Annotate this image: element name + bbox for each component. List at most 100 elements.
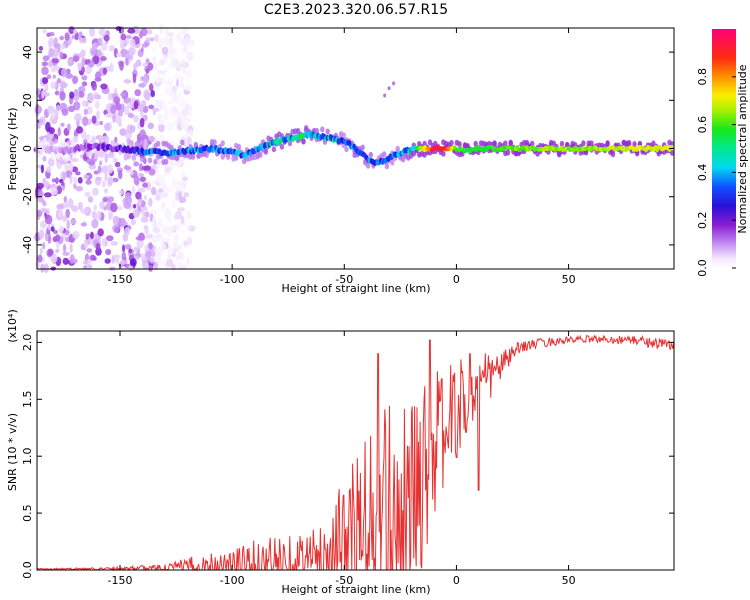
spectrogram-noise-cell bbox=[104, 113, 113, 118]
spectrogram-noise-cell bbox=[164, 171, 168, 177]
spectrogram-halo-cell bbox=[422, 140, 427, 147]
spectrogram-feature-cell bbox=[383, 93, 387, 98]
spectrogram-halo-cell bbox=[42, 137, 48, 144]
spectrogram-halo-cell bbox=[91, 137, 96, 144]
spectrogram-noise-cell bbox=[171, 107, 175, 118]
spectrogram-noise-cell bbox=[63, 196, 67, 203]
spectrogram-noise-cell bbox=[67, 105, 76, 113]
spectrogram-noise-cell bbox=[120, 103, 125, 113]
spectrogram-halo-cell bbox=[360, 144, 365, 151]
spectrogram-noise-cell bbox=[59, 51, 64, 60]
spectrogram-noise-cell bbox=[166, 258, 174, 268]
spectrogram-noise-cell bbox=[101, 165, 109, 174]
spectrogram-noise-cell bbox=[97, 228, 104, 237]
spectrogram-halo-cell bbox=[37, 153, 42, 160]
spectrogram-noise-cell bbox=[70, 219, 76, 225]
spectrogram-noise-cell bbox=[129, 38, 136, 48]
colorbar-gradient bbox=[712, 29, 736, 268]
spectrogram-noise-cell bbox=[145, 250, 152, 258]
spectrogram-noise-cell bbox=[59, 35, 64, 41]
spectrogram-noise-cell bbox=[62, 171, 66, 181]
spectrogram-noise-cell bbox=[99, 160, 103, 166]
spectrogram-noise-cell bbox=[119, 61, 124, 71]
spectrogram-noise-cell bbox=[184, 192, 190, 198]
spectrogram-noise-cell bbox=[184, 36, 191, 42]
spectrogram-noise-cell bbox=[152, 55, 157, 63]
spectrogram-halo-cell bbox=[139, 140, 145, 146]
spectrogram-noise-cell bbox=[175, 254, 179, 262]
spectrogram-noise-cell bbox=[142, 62, 149, 67]
spectrogram-noise-cell bbox=[160, 242, 167, 252]
spectrogram-noise-cell bbox=[40, 265, 46, 271]
spectrogram-noise-cell bbox=[128, 47, 135, 57]
spectrogram-noise-cell bbox=[150, 90, 155, 98]
spectrogram-noise-cell bbox=[115, 116, 122, 124]
spectrogram-halo-cell bbox=[344, 146, 349, 153]
snr-y-tick-label: 1.5 bbox=[21, 391, 34, 409]
spectrogram-noise-cell bbox=[87, 93, 95, 103]
spectrogram-halo-cell bbox=[390, 159, 395, 166]
spectrogram-noise-cell bbox=[85, 179, 92, 185]
colorbar-label: Normalized spectral amplitude bbox=[736, 64, 749, 233]
spectrogram-noise-cell bbox=[165, 207, 170, 214]
spectrogram-noise-cell bbox=[76, 126, 83, 134]
spectrogram-noise-cell bbox=[95, 176, 102, 181]
spectrogram-panel: -150 -100 -50 0 50 -40 -20 0 20 40 Height of stra… bbox=[6, 24, 675, 295]
spectrogram-noise-cell bbox=[180, 228, 186, 234]
spectrogram-noise-cell bbox=[83, 238, 89, 249]
spectrogram-noise-cell bbox=[171, 93, 179, 104]
spectrogram-x-tick-label: 50 bbox=[562, 273, 576, 286]
spectrogram-noise-cell bbox=[57, 127, 61, 137]
spectrogram-noise-cell bbox=[164, 86, 171, 92]
spectrogram-noise-cell bbox=[69, 174, 73, 184]
spectrogram-noise-cell bbox=[37, 254, 43, 263]
spectrogram-noise-cell bbox=[93, 42, 98, 47]
spectrogram-halo-cell bbox=[508, 139, 513, 146]
spectrogram-noise-cell bbox=[42, 242, 46, 250]
spectrogram-noise-cell bbox=[104, 153, 108, 164]
spectrogram-noise-cell bbox=[158, 77, 162, 82]
spectrogram-noise-cell bbox=[124, 226, 130, 236]
spectrogram-noise-cell bbox=[78, 31, 83, 37]
spectrogram-noise-cell bbox=[115, 26, 122, 32]
colorbar: 0.0 0.2 0.4 0.6 0.8 Normalized spectral ampl… bbox=[696, 29, 749, 277]
spectrogram-noise-cell bbox=[81, 57, 86, 68]
spectrogram-noise-cell bbox=[47, 235, 52, 244]
spectrogram-noise-cell bbox=[112, 114, 116, 123]
spectrogram-noise-cell bbox=[186, 51, 194, 62]
spectrogram-noise-cell bbox=[48, 47, 54, 58]
spectrogram-noise-cell bbox=[43, 192, 52, 198]
spectrogram-noise-cell bbox=[44, 180, 50, 189]
spectrogram-noise-cell bbox=[89, 254, 96, 261]
spectrogram-noise-cell bbox=[166, 78, 174, 87]
spectrogram-noise-cell bbox=[139, 110, 144, 118]
spectrogram-noise-cell bbox=[178, 97, 185, 108]
spectrogram-noise-cell bbox=[120, 33, 127, 41]
spectrogram-noise-cell bbox=[137, 187, 146, 193]
spectrogram-noise-cell bbox=[124, 132, 133, 139]
spectrogram-noise-cell bbox=[89, 27, 96, 37]
spectrogram-noise-cell bbox=[95, 242, 101, 252]
spectrogram-noise-cell bbox=[43, 263, 49, 274]
spectrogram-noise-cell bbox=[107, 176, 114, 186]
snr-scale-label: (x10⁴) bbox=[6, 309, 19, 343]
spectrogram-noise-cell bbox=[180, 77, 184, 85]
spectrogram-noise-cell bbox=[103, 34, 110, 42]
spectrogram-halo-cell bbox=[164, 158, 169, 165]
spectrogram-x-tick-label: -150 bbox=[108, 273, 133, 286]
spectrogram-noise-cell bbox=[148, 242, 153, 250]
spectrogram-noise-cell bbox=[178, 179, 185, 186]
spectrogram-noise-cell bbox=[142, 206, 148, 211]
spectrogram-halo-cell bbox=[204, 151, 209, 158]
spectrogram-noise-cell bbox=[176, 91, 182, 98]
spectrogram-noise-cell bbox=[39, 220, 48, 229]
spectrogram-noise-cell bbox=[81, 81, 88, 87]
spectrogram-halo-cell bbox=[69, 137, 75, 144]
spectrogram-noise-cell bbox=[136, 238, 144, 249]
spectrogram-halo-cell bbox=[174, 155, 180, 162]
spectrogram-halo-cell bbox=[384, 163, 390, 170]
spectrogram-noise-cell bbox=[180, 215, 185, 225]
spectrogram-noise-cell bbox=[133, 115, 139, 123]
spectrogram-noise-cell bbox=[176, 78, 179, 88]
spectrogram-noise-cell bbox=[139, 117, 145, 128]
